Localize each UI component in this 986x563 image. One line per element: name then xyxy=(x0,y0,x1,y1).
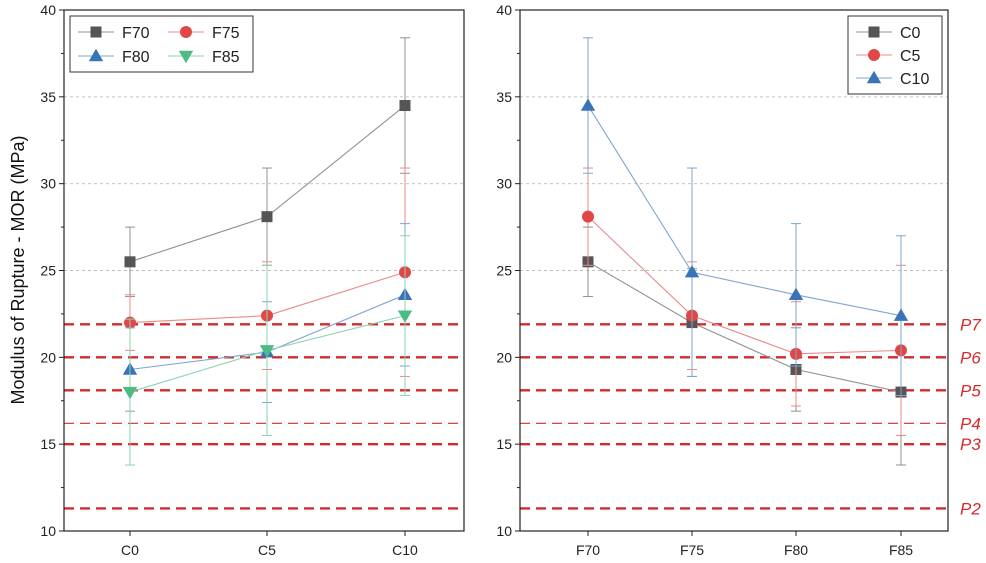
marker-c10-3 xyxy=(893,308,909,321)
marker-legend-c5-0 xyxy=(868,49,880,61)
legend-label-f80: F80 xyxy=(122,49,150,66)
y-tick-label: 25 xyxy=(40,263,56,279)
legend-box xyxy=(847,15,943,95)
marker-f85-0 xyxy=(122,386,138,400)
y-tick-label: 30 xyxy=(40,176,56,192)
marker-f70-0 xyxy=(124,256,136,268)
reference-label-p5: P5 xyxy=(960,381,981,400)
y-tick-label: 20 xyxy=(496,349,512,365)
x-tick-label-f80: F80 xyxy=(784,542,808,558)
reference-label-p6: P6 xyxy=(960,348,981,367)
y-axis-label: Modulus of Rupture - MOR (MPa) xyxy=(8,135,28,404)
marker-c10-2 xyxy=(788,287,804,301)
right-chart-panel: 10 15 20 25 30 35 40 F70 F75 F80 F85 C0 C5 C10 xyxy=(496,2,949,558)
legend: F70 F75 F80 F85 xyxy=(69,15,254,73)
x-tick-label-f85: F85 xyxy=(889,542,913,558)
legend-label-c10: C10 xyxy=(900,71,929,88)
x-tick-label-c10: C10 xyxy=(392,542,418,558)
marker-f85-2 xyxy=(397,310,413,323)
y-tick-label: 30 xyxy=(496,176,512,192)
marker-f70-1 xyxy=(261,211,273,223)
marker-f85-1 xyxy=(259,345,275,358)
legend-label-c5: C5 xyxy=(900,48,921,65)
marker-legend-c10-0 xyxy=(866,70,882,84)
legend-label-f85: F85 xyxy=(212,49,240,66)
y-tick-label: 15 xyxy=(40,436,56,452)
series-c5 xyxy=(582,167,907,436)
x-tick-label-f75: F75 xyxy=(680,542,704,558)
y-tick-label: 20 xyxy=(40,349,56,365)
series-f70 xyxy=(124,37,411,298)
legend-label-f70: F70 xyxy=(122,25,150,42)
marker-legend-f75-0 xyxy=(180,26,192,38)
x-tick-label-c0: C0 xyxy=(121,542,139,558)
series-c0 xyxy=(582,226,907,466)
y-tick-label: 15 xyxy=(496,436,512,452)
y-tick-label: 40 xyxy=(40,2,56,18)
x-tick-label-f70: F70 xyxy=(576,542,600,558)
series-f85 xyxy=(122,235,413,466)
series-line-c0 xyxy=(587,261,902,393)
legend-label-c0: C0 xyxy=(900,25,921,42)
legend-label-f75: F75 xyxy=(212,25,240,42)
marker-c10-0 xyxy=(580,98,596,111)
marker-legend-f80-0 xyxy=(88,48,104,62)
y-tick-label: 10 xyxy=(40,523,56,539)
marker-f70-2 xyxy=(399,100,411,112)
reference-label-p3: P3 xyxy=(960,435,981,454)
y-tick-label: 10 xyxy=(496,523,512,539)
reference-class-labels: P7 P6 P5 P4 P3 P2 xyxy=(960,315,981,518)
reference-label-p2: P2 xyxy=(960,499,981,518)
reference-label-p7: P7 xyxy=(960,315,981,334)
marker-legend-c0-0 xyxy=(868,26,880,38)
marker-c10-1 xyxy=(684,265,700,278)
marker-legend-f85-0 xyxy=(178,50,194,64)
y-tick-label: 40 xyxy=(496,2,512,18)
x-tick-label-c5: C5 xyxy=(258,542,276,558)
y-tick-label: 35 xyxy=(40,89,56,105)
marker-legend-f70-0 xyxy=(90,26,102,38)
series-line-c10 xyxy=(587,105,902,317)
reference-label-p4: P4 xyxy=(960,414,981,433)
marker-c5-0 xyxy=(582,210,594,223)
series-c10 xyxy=(580,37,909,397)
y-tick-label: 35 xyxy=(496,89,512,105)
legend-box xyxy=(69,15,254,73)
left-chart-panel: 10 15 20 25 30 35 40 C0 C5 C10 F70 F75 F80 F85 xyxy=(40,2,465,558)
legend: C0 C5 C10 xyxy=(847,15,943,95)
series-line-c5 xyxy=(587,216,902,355)
y-tick-label: 25 xyxy=(496,263,512,279)
